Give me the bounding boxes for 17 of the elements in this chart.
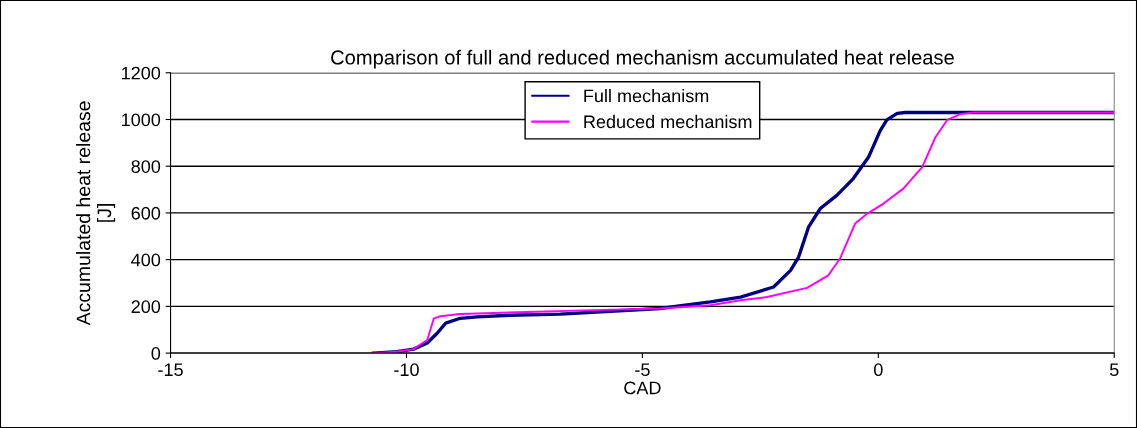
legend-label: Reduced mechanism (584, 114, 752, 129)
legend-label: Full mechanism (584, 89, 709, 103)
x-tick-label: -15 (158, 363, 183, 377)
y-tick-label: 800 (131, 160, 161, 173)
y-tick-label: 1000 (122, 113, 161, 127)
x-tick-label: 5 (1109, 363, 1119, 377)
y-tick-label: 200 (131, 300, 161, 314)
chart-title: Comparison of full and reduced mechanism accumulated heat release (331, 49, 954, 69)
x-tick-label: -5 (635, 363, 650, 377)
y-tick-label: 600 (131, 206, 161, 220)
x-tick-label: -10 (394, 363, 419, 377)
y-tick-label: 1200 (122, 66, 161, 80)
y-tick-label: 0 (151, 347, 161, 360)
y-axis-title: Accumulated heat release [J] (76, 101, 116, 326)
x-axis-title: CAD (624, 381, 661, 395)
x-tick-label: 0 (874, 363, 883, 377)
y-tick-label: 400 (131, 253, 161, 267)
